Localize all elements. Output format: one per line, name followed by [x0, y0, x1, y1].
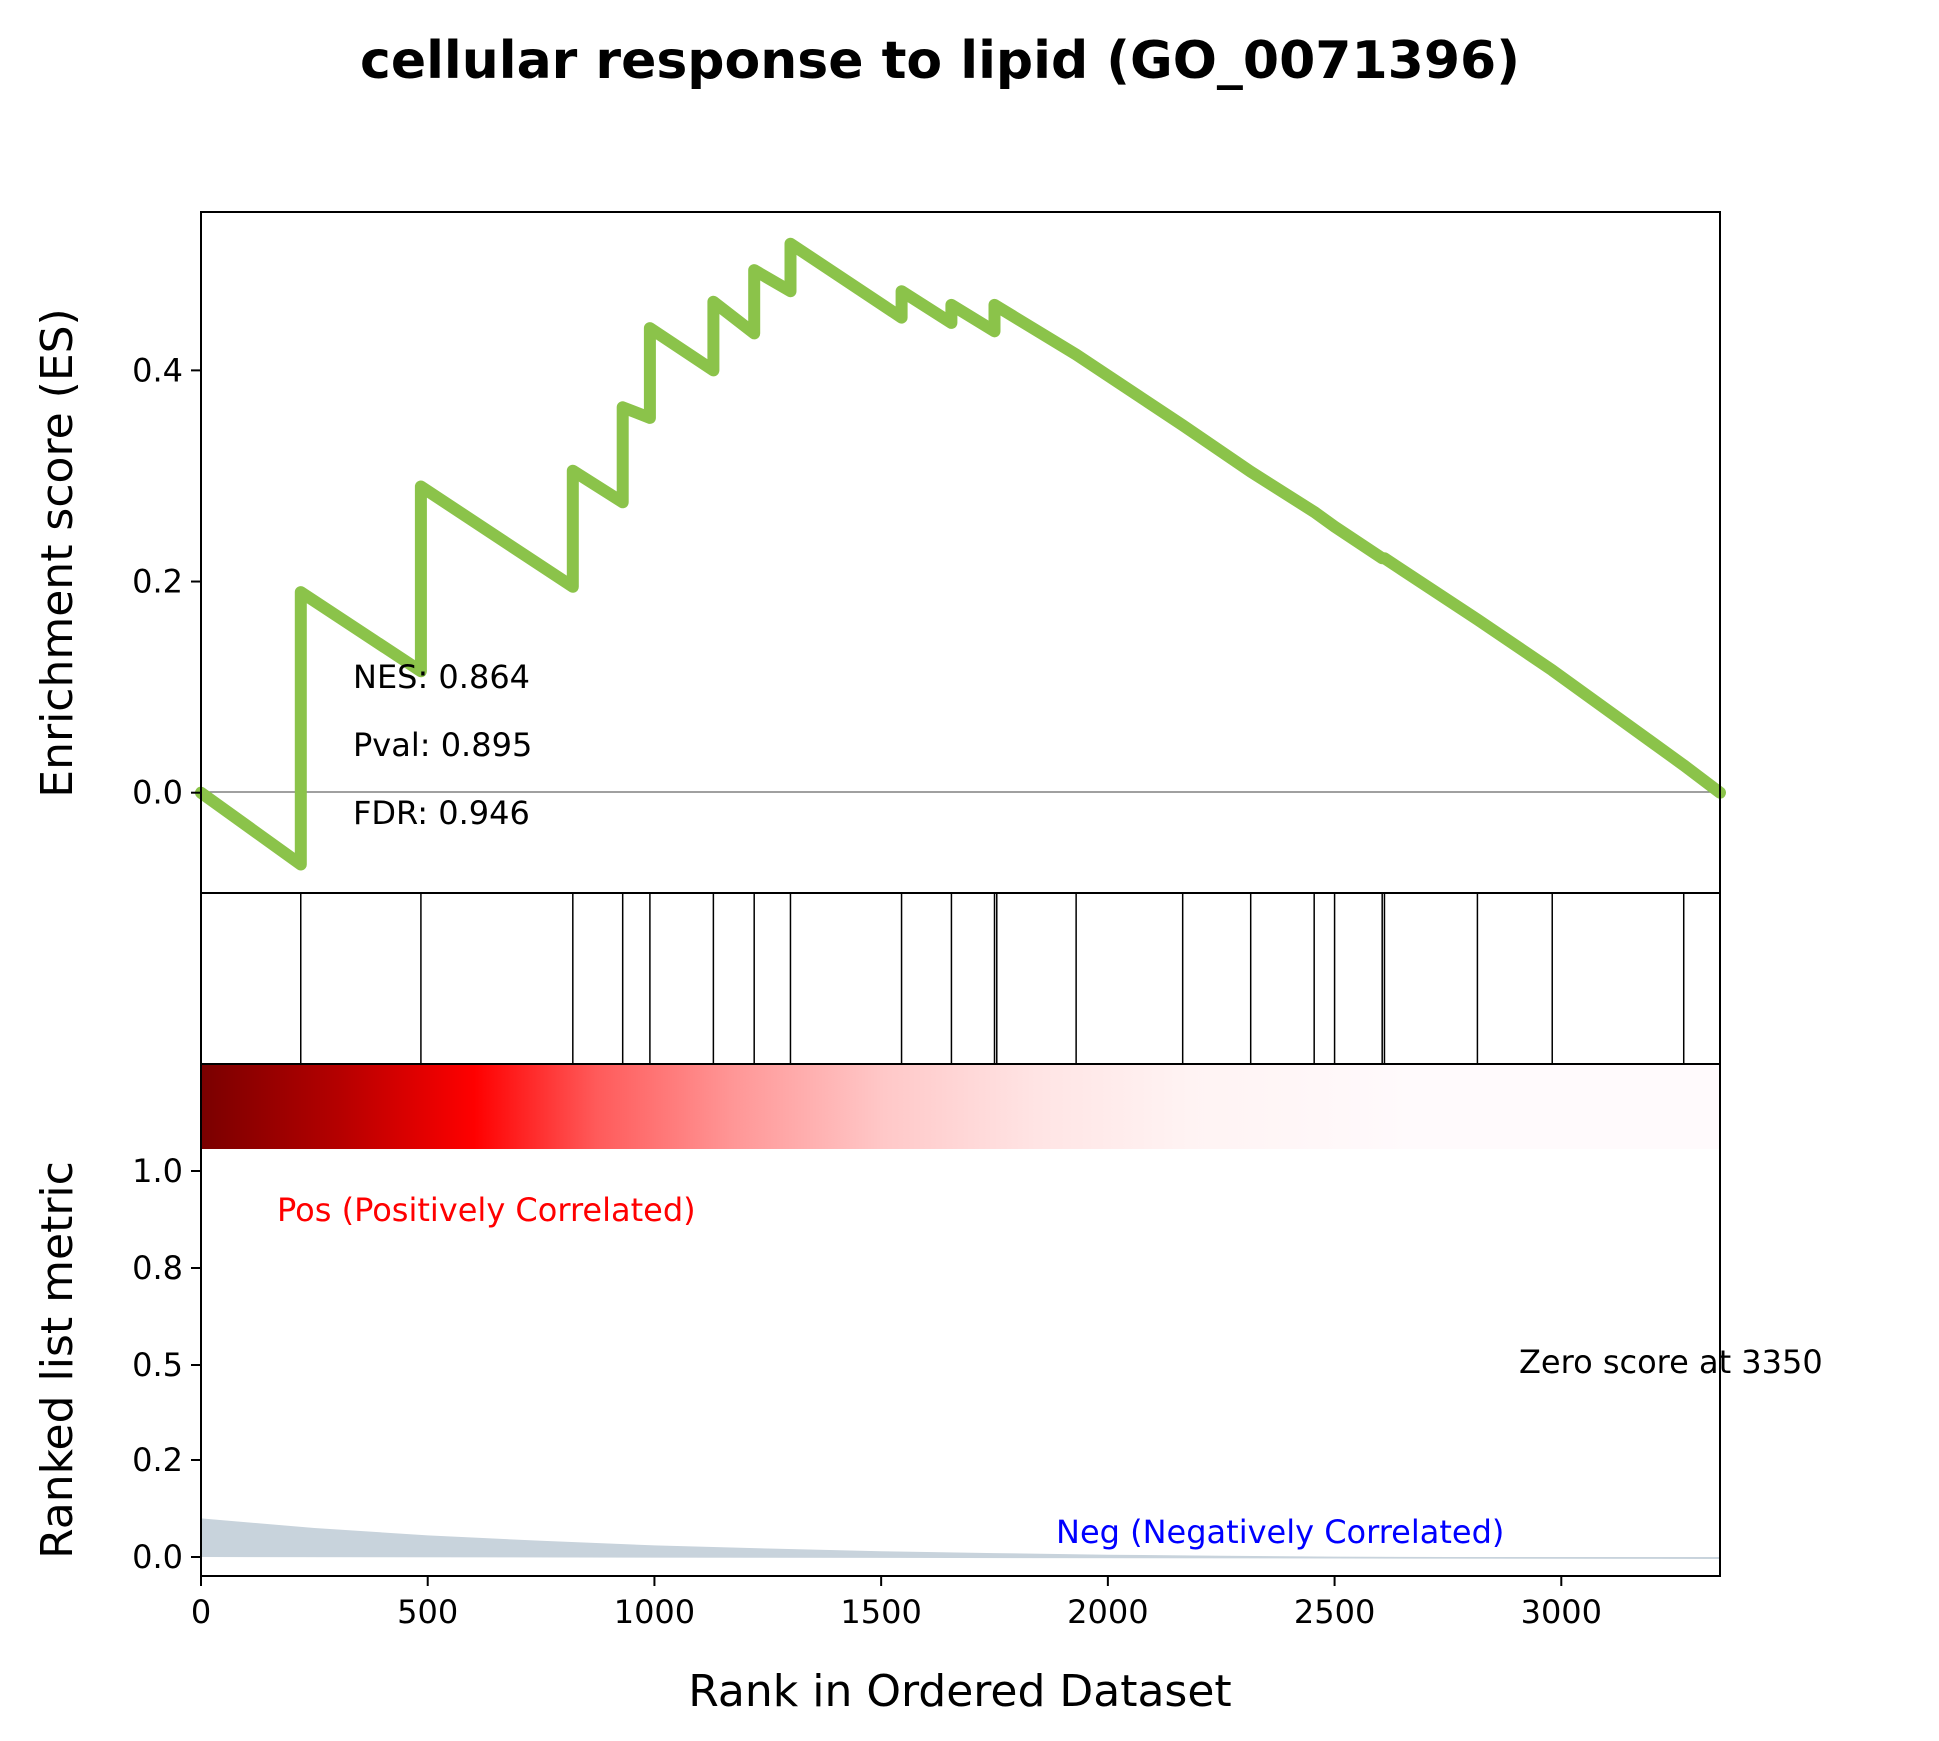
- rank-y-tick-label: 0.2: [132, 1441, 183, 1479]
- x-tick-label: 1500: [840, 1593, 921, 1631]
- es-y-tick-label: 0.2: [132, 563, 183, 601]
- es-y-axis-label: Enrichment score (ES): [32, 308, 83, 797]
- rank-y-tick-label: 0.5: [132, 1346, 183, 1384]
- es-line: [195, 237, 1726, 871]
- x-tick-label: 500: [397, 1593, 458, 1631]
- x-ticks: 0 500 1000 1500 2000 2500 3000: [191, 1576, 1602, 1631]
- rank-y-tick-label: 0.8: [132, 1249, 183, 1287]
- pos-correlated-label: Pos (Positively Correlated): [277, 1191, 696, 1229]
- es-y-tick-label: 0.0: [132, 774, 183, 812]
- pval-label: Pval: 0.895: [353, 726, 532, 764]
- ranked-metric-area: [201, 1518, 1720, 1559]
- chart-title: cellular response to lipid (GO_0071396): [360, 31, 1520, 91]
- x-tick-label: 3000: [1521, 1593, 1602, 1631]
- rank-y-ticks: 0.0 0.2 0.5 0.8 1.0: [132, 1152, 201, 1576]
- x-tick-label: 1000: [614, 1593, 695, 1631]
- nes-label: NES: 0.864: [353, 658, 530, 696]
- hit-lines: [300, 893, 1685, 1064]
- zero-score-label: Zero score at 3350: [1519, 1343, 1823, 1381]
- rank-y-tick-label: 1.0: [132, 1152, 183, 1190]
- hits-panel-frame: [200, 892, 1721, 1065]
- x-axis-label: Rank in Ordered Dataset: [688, 1666, 1231, 1717]
- es-panel: 0.0 0.2 0.4 Enrichment score (ES) NES: 0.8…: [32, 211, 1726, 894]
- hits-panel: [200, 892, 1721, 1065]
- es-y-ticks: 0.0 0.2 0.4: [132, 351, 201, 812]
- rank-y-tick-label: 0.0: [132, 1538, 183, 1576]
- neg-correlated-label: Neg (Negatively Correlated): [1056, 1513, 1504, 1551]
- rank-y-axis-label: Ranked list metric: [32, 1161, 83, 1559]
- rank-panel-frame: [200, 1063, 1721, 1577]
- fdr-label: FDR: 0.946: [353, 794, 530, 832]
- es-y-tick-label: 0.4: [132, 351, 183, 389]
- x-tick-label: 0: [191, 1593, 211, 1631]
- x-tick-label: 2000: [1067, 1593, 1148, 1631]
- rank-panel: 0.0 0.2 0.5 0.8 1.0 Ranked list metric Pos (…: [32, 1063, 1823, 1577]
- x-tick-label: 2500: [1294, 1593, 1375, 1631]
- rank-heatmap: [201, 1064, 1720, 1149]
